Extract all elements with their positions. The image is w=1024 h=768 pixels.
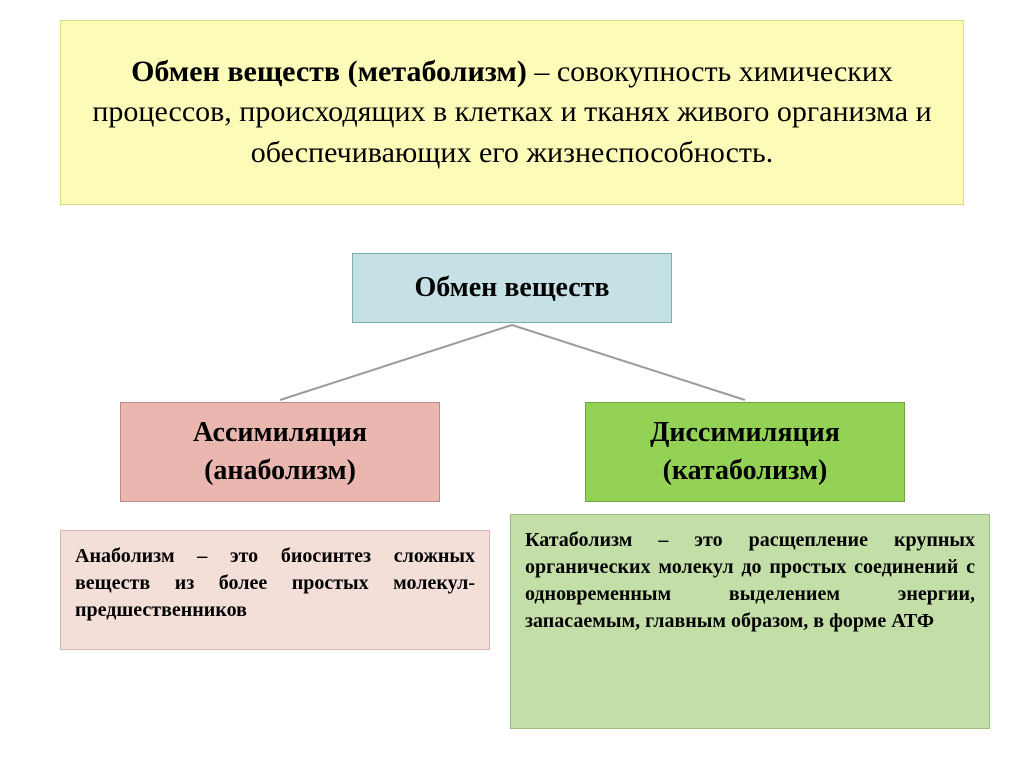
catabolism-description-text: Катаболизм – это расщепление крупных орг…: [525, 529, 975, 632]
catabolism-description-box: Катаболизм – это расщепление крупных орг…: [510, 514, 990, 729]
connector-right: [512, 325, 745, 400]
definition-box: Обмен веществ (метаболизм) – совокупност…: [60, 20, 964, 205]
connector-left: [280, 325, 512, 400]
definition-text: Обмен веществ (метаболизм) – совокупност…: [89, 52, 935, 174]
metabolism-root-box: Обмен веществ: [352, 253, 672, 323]
metabolism-root-label: Обмен веществ: [414, 272, 609, 304]
definition-term: Обмен веществ (метаболизм): [131, 55, 527, 88]
anabolism-description-text: Анаболизм – это биосинтез сложных вещест…: [75, 545, 475, 621]
dissimilation-label: Диссимиляция (катаболизм): [650, 414, 840, 490]
assimilation-label: Ассимиляция (анаболизм): [193, 414, 367, 490]
assimilation-box: Ассимиляция (анаболизм): [120, 402, 440, 502]
anabolism-description-box: Анаболизм – это биосинтез сложных вещест…: [60, 530, 490, 650]
dissimilation-box: Диссимиляция (катаболизм): [585, 402, 905, 502]
